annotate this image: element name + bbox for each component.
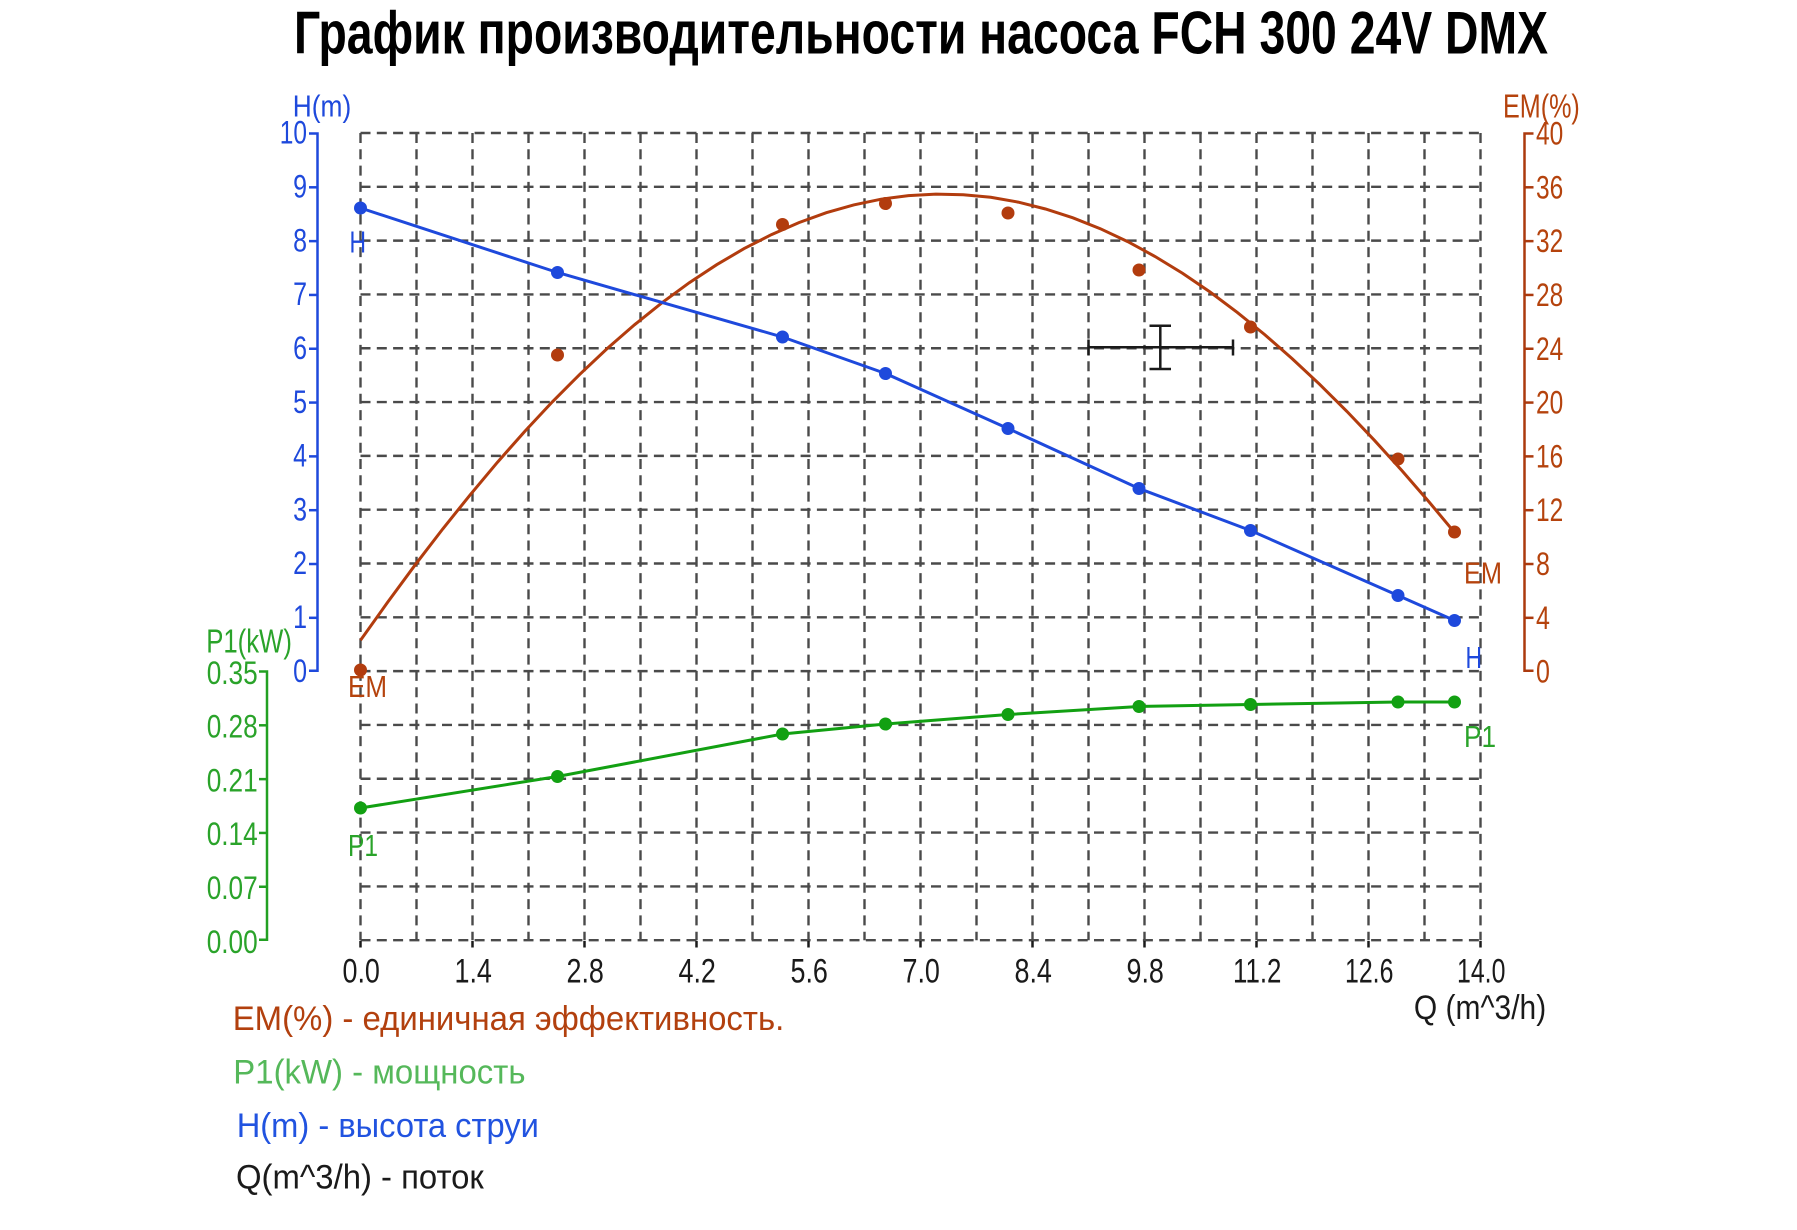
svg-text:0.35: 0.35 (207, 655, 258, 691)
svg-text:H(m): H(m) (293, 89, 351, 124)
svg-text:24: 24 (1536, 331, 1563, 367)
svg-text:20: 20 (1536, 385, 1563, 421)
svg-text:6: 6 (293, 330, 307, 366)
svg-text:36: 36 (1536, 169, 1563, 205)
svg-text:P1(kW): P1(kW) (206, 623, 292, 660)
svg-text:0.21: 0.21 (207, 762, 258, 798)
svg-text:0: 0 (293, 653, 307, 689)
svg-text:Q(m^3/h) - поток: Q(m^3/h) - поток (236, 1159, 485, 1197)
svg-text:4: 4 (1536, 600, 1550, 636)
svg-text:8.4: 8.4 (1015, 952, 1052, 990)
svg-text:9.8: 9.8 (1127, 952, 1164, 990)
svg-text:P1: P1 (1464, 719, 1496, 754)
svg-text:12: 12 (1536, 492, 1563, 528)
svg-text:P1(kW) - мощность: P1(kW) - мощность (233, 1054, 525, 1092)
svg-text:0.07: 0.07 (207, 870, 258, 906)
svg-text:0.28: 0.28 (207, 709, 258, 745)
svg-text:0.00: 0.00 (207, 924, 258, 960)
svg-text:5.6: 5.6 (791, 952, 828, 990)
svg-text:EM: EM (1464, 556, 1502, 591)
svg-text:График производительности насо: График производительности насоса FCH 300… (294, 0, 1548, 67)
svg-text:8: 8 (1536, 546, 1550, 582)
svg-text:H(m) - высота струи: H(m) - высота струи (237, 1107, 539, 1145)
svg-text:0.14: 0.14 (207, 816, 258, 852)
svg-text:2: 2 (293, 545, 307, 581)
svg-text:0: 0 (1536, 654, 1550, 690)
svg-text:40: 40 (1536, 116, 1563, 152)
svg-text:7.0: 7.0 (903, 952, 940, 990)
svg-text:4: 4 (293, 438, 307, 474)
svg-text:EM(%) - единичная эффективност: EM(%) - единичная эффективность. (233, 1000, 785, 1038)
svg-text:12.6: 12.6 (1345, 952, 1393, 990)
svg-text:5: 5 (293, 384, 307, 420)
svg-text:EM: EM (348, 669, 387, 704)
svg-text:H: H (1466, 640, 1483, 675)
svg-text:28: 28 (1536, 277, 1563, 313)
svg-text:1.4: 1.4 (455, 952, 492, 990)
svg-text:11.2: 11.2 (1233, 952, 1281, 990)
svg-text:0.0: 0.0 (343, 952, 380, 990)
svg-text:1: 1 (293, 599, 307, 635)
svg-text:2.8: 2.8 (567, 952, 604, 990)
svg-text:7: 7 (293, 276, 307, 312)
svg-text:9: 9 (293, 169, 307, 205)
svg-text:P1: P1 (348, 828, 378, 863)
svg-text:H: H (350, 225, 367, 260)
svg-text:10: 10 (280, 115, 307, 151)
svg-text:16: 16 (1536, 438, 1563, 474)
svg-text:EM(%): EM(%) (1503, 88, 1580, 125)
svg-text:8: 8 (293, 222, 307, 258)
svg-text:4.2: 4.2 (679, 952, 716, 990)
svg-text:14.0: 14.0 (1457, 952, 1505, 990)
svg-text:Q (m^3/h): Q (m^3/h) (1414, 989, 1546, 1027)
svg-text:32: 32 (1536, 223, 1563, 259)
svg-text:3: 3 (293, 491, 307, 527)
